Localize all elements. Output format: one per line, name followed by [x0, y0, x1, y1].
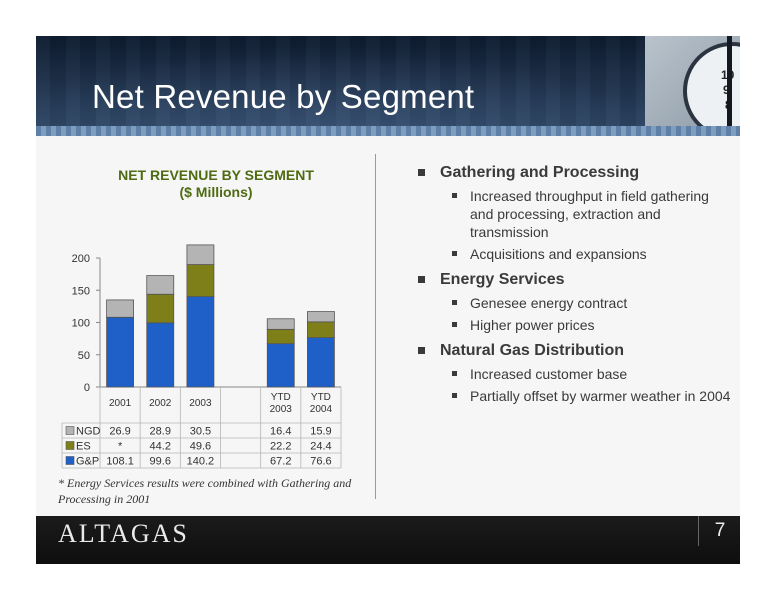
y-tick-label: 0 — [84, 382, 90, 394]
data-label: * — [118, 441, 123, 453]
clock-image: 10 9 8 — [645, 36, 740, 126]
data-label: 99.6 — [150, 456, 171, 468]
bullet-item-text: Genesee energy contract — [470, 295, 628, 311]
bullet-heading: Gathering and Processing — [414, 163, 734, 183]
bullet-square-icon — [452, 322, 457, 327]
bullet-square-icon — [418, 276, 425, 283]
category-label: 2003 — [189, 398, 212, 409]
bullet-item: Partially offset by warmer weather in 20… — [414, 387, 734, 405]
data-label: 28.9 — [150, 426, 171, 438]
bullet-square-icon — [418, 169, 425, 176]
bar-gp — [186, 296, 215, 388]
category-label: 2004 — [310, 404, 333, 415]
data-label: 15.9 — [310, 426, 331, 438]
y-tick-label: 50 — [78, 350, 90, 362]
bar-gp — [307, 337, 335, 388]
bullet-item: Increased throughput in field gathering … — [414, 187, 734, 241]
bar-es — [146, 293, 175, 324]
bar-gp — [146, 322, 175, 388]
data-label: 16.4 — [270, 426, 291, 438]
footnote: * Energy Services results were combined … — [58, 476, 352, 506]
page-number: 7 — [714, 520, 726, 541]
bar-gp — [266, 343, 295, 388]
bullet-item-text: Higher power prices — [470, 317, 595, 333]
bullet-heading-text: Energy Services — [440, 271, 565, 288]
bullet-square-icon — [452, 371, 457, 376]
bullet-heading-text: Gathering and Processing — [440, 164, 640, 181]
legend-swatch — [65, 456, 75, 465]
bullet-item: Higher power prices — [414, 316, 734, 334]
data-label: 24.4 — [310, 441, 331, 453]
bar-ngd — [146, 275, 175, 295]
bar-ngd — [266, 318, 295, 330]
category-label: 2002 — [149, 398, 172, 409]
data-label: 76.6 — [310, 456, 331, 468]
bullet-list: Gathering and Processing Increased throug… — [414, 163, 734, 405]
bar-es — [186, 264, 215, 297]
bar-ngd — [307, 311, 335, 323]
bullet-item: Increased customer base — [414, 365, 734, 383]
bullet-heading-text: Natural Gas Distribution — [440, 342, 625, 359]
bullet-square-icon — [452, 251, 457, 256]
header-stripe — [36, 126, 740, 136]
clock-hand — [727, 36, 732, 126]
bullet-square-icon — [418, 347, 425, 354]
clock-number: 9 — [723, 83, 730, 97]
data-label: 67.2 — [270, 456, 291, 468]
chart-title: NET REVENUE BY SEGMENT ($ Millions) — [76, 167, 356, 201]
bullet-square-icon — [452, 393, 457, 398]
bullet-item-text: Increased throughput in field gathering … — [470, 188, 709, 240]
header-banner: Net Revenue by Segment 10 9 8 — [36, 36, 740, 126]
data-label: 108.1 — [106, 456, 134, 468]
category-label: YTD — [311, 392, 331, 403]
bullet-item: Genesee energy contract — [414, 294, 734, 312]
data-label: 26.9 — [109, 426, 130, 438]
bullet-heading: Energy Services — [414, 270, 734, 290]
category-label: 2001 — [109, 398, 132, 409]
bullet-item-text: Acquisitions and expansions — [470, 246, 647, 262]
bullet-heading: Natural Gas Distribution — [414, 341, 734, 361]
bar-es — [307, 321, 335, 338]
category-label: YTD — [271, 392, 291, 403]
legend-swatch — [65, 441, 75, 450]
legend-swatch — [65, 426, 75, 435]
bullet-item: Acquisitions and expansions — [414, 245, 734, 263]
slide: Net Revenue by Segment 10 9 8 NET REVENU… — [36, 36, 740, 564]
altagas-logo: ALTAGAS — [58, 519, 189, 548]
y-tick-label: 200 — [72, 253, 90, 265]
bar-es — [266, 328, 295, 345]
slide-title: Net Revenue by Segment — [92, 78, 475, 115]
y-tick-label: 150 — [72, 285, 90, 297]
legend-label: NGD — [76, 426, 101, 438]
chart-subtitle: ($ Millions) — [179, 184, 253, 200]
data-label: 22.2 — [270, 441, 291, 453]
bar-gp — [106, 316, 134, 388]
data-label: 140.2 — [187, 456, 215, 468]
bar-ngd — [106, 299, 134, 318]
data-label: 49.6 — [190, 441, 211, 453]
bullet-item-text: Partially offset by warmer weather in 20… — [470, 388, 731, 404]
footer-bar: ALTAGAS 7 — [36, 516, 740, 564]
bar-ngd — [186, 244, 215, 265]
y-tick-label: 100 — [72, 318, 90, 330]
legend-label: ES — [76, 441, 91, 453]
bullet-square-icon — [452, 193, 457, 198]
chart-title-main: NET REVENUE BY SEGMENT — [118, 167, 314, 183]
legend-label: G&P — [76, 456, 99, 468]
column-divider — [375, 154, 376, 499]
data-label: 30.5 — [190, 426, 211, 438]
page-number-box: 7 — [698, 516, 740, 546]
category-label: 2003 — [270, 404, 293, 415]
bullet-item-text: Increased customer base — [470, 366, 628, 382]
bullet-square-icon — [452, 300, 457, 305]
data-label: 44.2 — [150, 441, 171, 453]
